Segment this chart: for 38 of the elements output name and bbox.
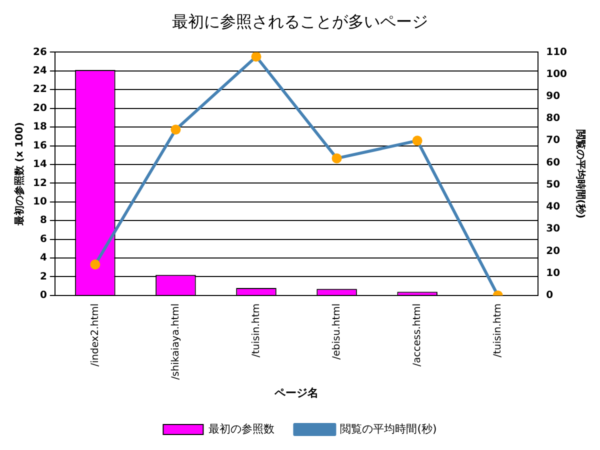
x-tick-label: /shikaiaya.html bbox=[170, 303, 182, 380]
y-tick-label: 22 bbox=[32, 84, 47, 96]
y2-tick-label: 40 bbox=[546, 202, 560, 213]
x-tick-label: /ebisu.html bbox=[331, 303, 342, 360]
y2-tick-label: 90 bbox=[546, 91, 560, 102]
legend-label: 閲覧の平均時間(秒) bbox=[340, 422, 437, 436]
y2-tick-label: 30 bbox=[546, 224, 560, 235]
y2-tick-label: 70 bbox=[546, 135, 560, 146]
y-tick-label: 26 bbox=[32, 46, 47, 58]
y2-tick-label: 80 bbox=[546, 113, 560, 124]
x-tick-label: /index2.html bbox=[90, 303, 101, 366]
y2-tick-label: 20 bbox=[546, 246, 560, 257]
y-axis-title: 最初の参照数 (x 100) bbox=[14, 122, 26, 227]
y-tick-label: 8 bbox=[40, 215, 47, 226]
x-tick-label: /tuisin.htm bbox=[250, 303, 262, 358]
y2-tick-label: 110 bbox=[546, 46, 568, 58]
y-tick-label: 0 bbox=[40, 290, 47, 302]
y-tick-label: 16 bbox=[32, 140, 47, 152]
y2-tick-label: 60 bbox=[546, 157, 560, 168]
y-tick-label: 6 bbox=[40, 234, 47, 245]
x-tick-label: /tuisin.htm bbox=[492, 303, 504, 358]
y-tick-label: 4 bbox=[40, 252, 47, 264]
y-tick-label: 2 bbox=[40, 271, 47, 282]
y-tick-label: 20 bbox=[32, 102, 47, 114]
y2-tick-label: 50 bbox=[546, 179, 560, 190]
x-tick-label: /access.html bbox=[412, 303, 423, 366]
y2-tick-label: 0 bbox=[546, 290, 554, 302]
y-tick-label: 14 bbox=[32, 159, 47, 170]
y-tick-label: 24 bbox=[32, 66, 47, 77]
y2-tick-label: 100 bbox=[546, 68, 568, 80]
chart-title: 最初に参照されることが多いページ bbox=[172, 12, 428, 31]
y-tick-label: 18 bbox=[32, 122, 47, 133]
y2-tick-label: 10 bbox=[546, 268, 560, 279]
y2-axis-title: 閲覧の平均時間(秒) bbox=[574, 129, 586, 218]
legend-label: 最初の参照数 bbox=[208, 422, 275, 436]
y-tick-label: 10 bbox=[32, 196, 47, 208]
y-tick-label: 12 bbox=[32, 178, 47, 189]
x-axis-title: ページ名 bbox=[274, 386, 319, 400]
